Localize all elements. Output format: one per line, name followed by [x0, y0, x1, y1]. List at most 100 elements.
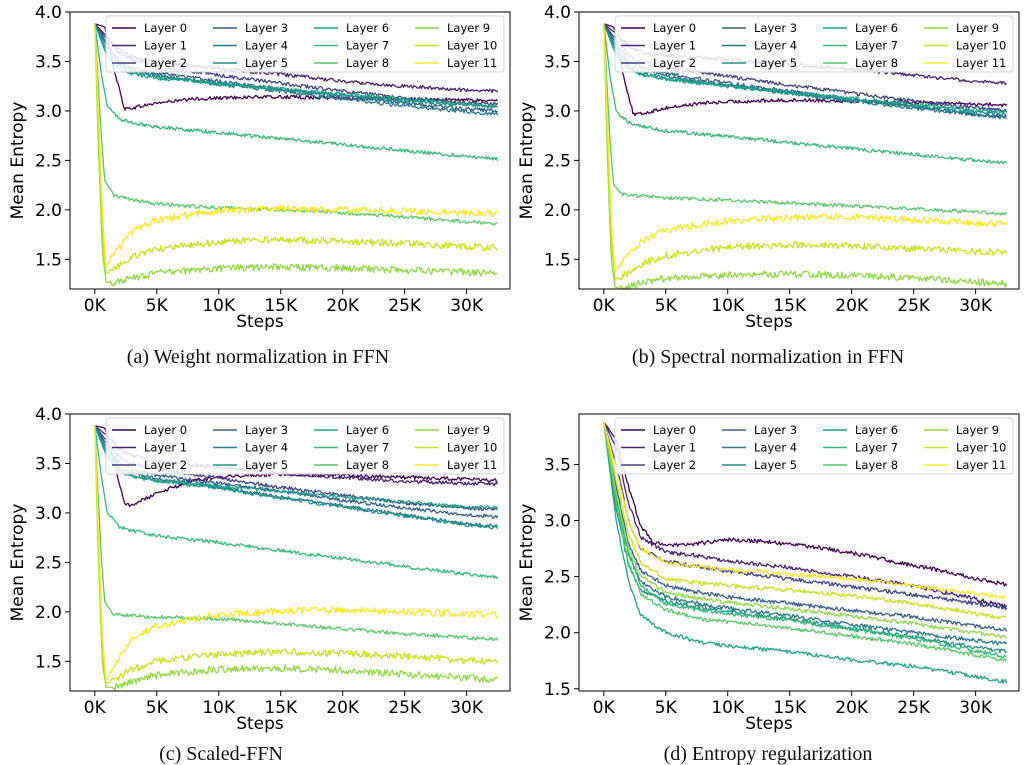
series-line-layer-11: [603, 23, 1008, 272]
chart-caption: (b) Spectral normalization in FFN: [632, 346, 904, 368]
legend-label: Layer 1: [144, 39, 187, 53]
legend-label: Layer 10: [447, 39, 497, 53]
x-tick-label: 20K: [326, 296, 360, 316]
legend-label: Layer 7: [346, 441, 389, 455]
series-line-layer-4: [603, 421, 1008, 646]
y-tick-label: 2.5: [544, 151, 571, 171]
series-line-layer-0: [94, 23, 499, 111]
legend-label: Layer 10: [956, 441, 1006, 455]
x-tick-label: 5K: [655, 698, 678, 718]
series-line-layer-9: [94, 425, 499, 691]
legend-label: Layer 2: [144, 56, 187, 70]
legend-label: Layer 0: [144, 21, 187, 35]
y-tick-label: 2.0: [35, 201, 62, 221]
x-tick-label: 0K: [593, 296, 616, 316]
x-tick-label: 15K: [264, 698, 298, 718]
y-tick-label: 3.0: [544, 102, 571, 122]
legend-label: Layer 8: [346, 56, 389, 70]
series-line-layer-9: [603, 421, 1007, 640]
x-tick-label: 10K: [202, 698, 236, 718]
x-tick-label: 10K: [202, 296, 236, 316]
legend-box: [105, 15, 505, 73]
legend-label: Layer 6: [346, 21, 389, 35]
legend-label: Layer 11: [956, 458, 1006, 472]
x-axis-title: Steps: [745, 312, 793, 332]
series-line-layer-2: [603, 421, 1008, 611]
legend-label: Layer 11: [447, 56, 497, 70]
y-tick-label: 2.5: [544, 568, 571, 588]
series-line-layer-10: [603, 421, 1007, 620]
series-line-layer-7: [94, 23, 499, 162]
legend-label: Layer 10: [447, 441, 497, 455]
chart-panel-2: 0K 5K 10K 15K 20K 25K 30K 1.5 2.0 2.5 3.0 3.5 4.0 Ste…: [8, 405, 511, 765]
y-tick-label: 3.5: [544, 52, 571, 72]
legend-label: Layer 6: [855, 21, 898, 35]
plot-frame: [578, 413, 1020, 692]
y-tick-label: 3.0: [35, 102, 62, 122]
x-tick-label: 10K: [711, 296, 745, 316]
series-line-layer-10: [94, 425, 499, 684]
series-group: [94, 425, 499, 691]
chart-panel-0: 0K 5K 10K 15K 20K 25K 30K 1.5 2.0 2.5 3.0 3.5 4.0 Ste…: [8, 3, 511, 368]
legend-label: Layer 9: [956, 21, 999, 35]
y-tick-label: 2.0: [544, 201, 571, 221]
x-tick-label: 25K: [388, 698, 422, 718]
x-tick-label: 25K: [897, 698, 931, 718]
legend-label: Layer 8: [855, 56, 898, 70]
x-tick-label: 20K: [835, 296, 869, 316]
x-tick-label: 0K: [84, 296, 107, 316]
legend-label: Layer 5: [245, 458, 288, 472]
series-line-layer-11: [94, 425, 498, 682]
legend-label: Layer 0: [653, 423, 696, 437]
legend-label: Layer 8: [855, 458, 898, 472]
legend-label: Layer 1: [144, 441, 187, 455]
x-tick-label: 15K: [773, 698, 807, 718]
legend-label: Layer 10: [956, 39, 1006, 53]
x-axis-title: Steps: [745, 714, 793, 734]
legend-label: Layer 0: [144, 423, 187, 437]
x-tick-label: 20K: [326, 698, 360, 718]
y-tick-label: 3.5: [544, 455, 571, 475]
legend-label: Layer 4: [245, 39, 288, 53]
legend-label: Layer 7: [855, 39, 898, 53]
y-tick-label: 4.0: [35, 3, 62, 23]
series-line-layer-9: [94, 23, 498, 287]
legend-label: Layer 1: [653, 441, 696, 455]
x-tick-label: 25K: [897, 296, 931, 316]
y-tick-label: 1.5: [544, 250, 571, 270]
series-line-layer-10: [94, 23, 499, 275]
legend-label: Layer 4: [754, 441, 797, 455]
series-line-layer-5: [603, 23, 1007, 117]
legend-label: Layer 8: [346, 458, 389, 472]
legend-label: Layer 3: [754, 21, 797, 35]
y-tick-label: 2.0: [35, 603, 62, 623]
x-tick-label: 5K: [146, 296, 169, 316]
x-tick-label: 25K: [388, 296, 422, 316]
series-line-layer-6: [94, 23, 498, 109]
legend-box: [614, 417, 1014, 475]
legend-label: Layer 11: [956, 56, 1006, 70]
x-tick-label: 30K: [450, 698, 484, 718]
y-tick-label: 1.5: [35, 652, 62, 672]
legend-label: Layer 7: [855, 441, 898, 455]
series-line-layer-5: [603, 421, 1007, 654]
y-tick-label: 4.0: [544, 3, 571, 23]
x-tick-label: 30K: [959, 296, 993, 316]
y-tick-label: 3.0: [544, 512, 571, 532]
legend-label: Layer 9: [447, 21, 490, 35]
x-tick-label: 20K: [835, 698, 869, 718]
y-tick-label: 4.0: [35, 405, 62, 425]
y-tick-label: 1.5: [35, 250, 62, 270]
series-line-layer-3: [603, 421, 1008, 632]
legend-label: Layer 6: [855, 423, 898, 437]
x-tick-label: 10K: [711, 698, 745, 718]
x-tick-label: 30K: [450, 296, 484, 316]
legend-label: Layer 11: [447, 458, 497, 472]
legend: Layer 0 Layer 1 Layer 2 Layer 3 Layer 4 Layer…: [105, 417, 505, 475]
legend: Layer 0 Layer 1 Layer 2 Layer 3 Layer 4 Layer…: [614, 417, 1014, 475]
legend-label: Layer 5: [754, 458, 797, 472]
series-line-layer-11: [94, 23, 499, 268]
y-tick-label: 2.5: [35, 553, 62, 573]
y-axis-title: Mean Entropy: [517, 102, 537, 220]
